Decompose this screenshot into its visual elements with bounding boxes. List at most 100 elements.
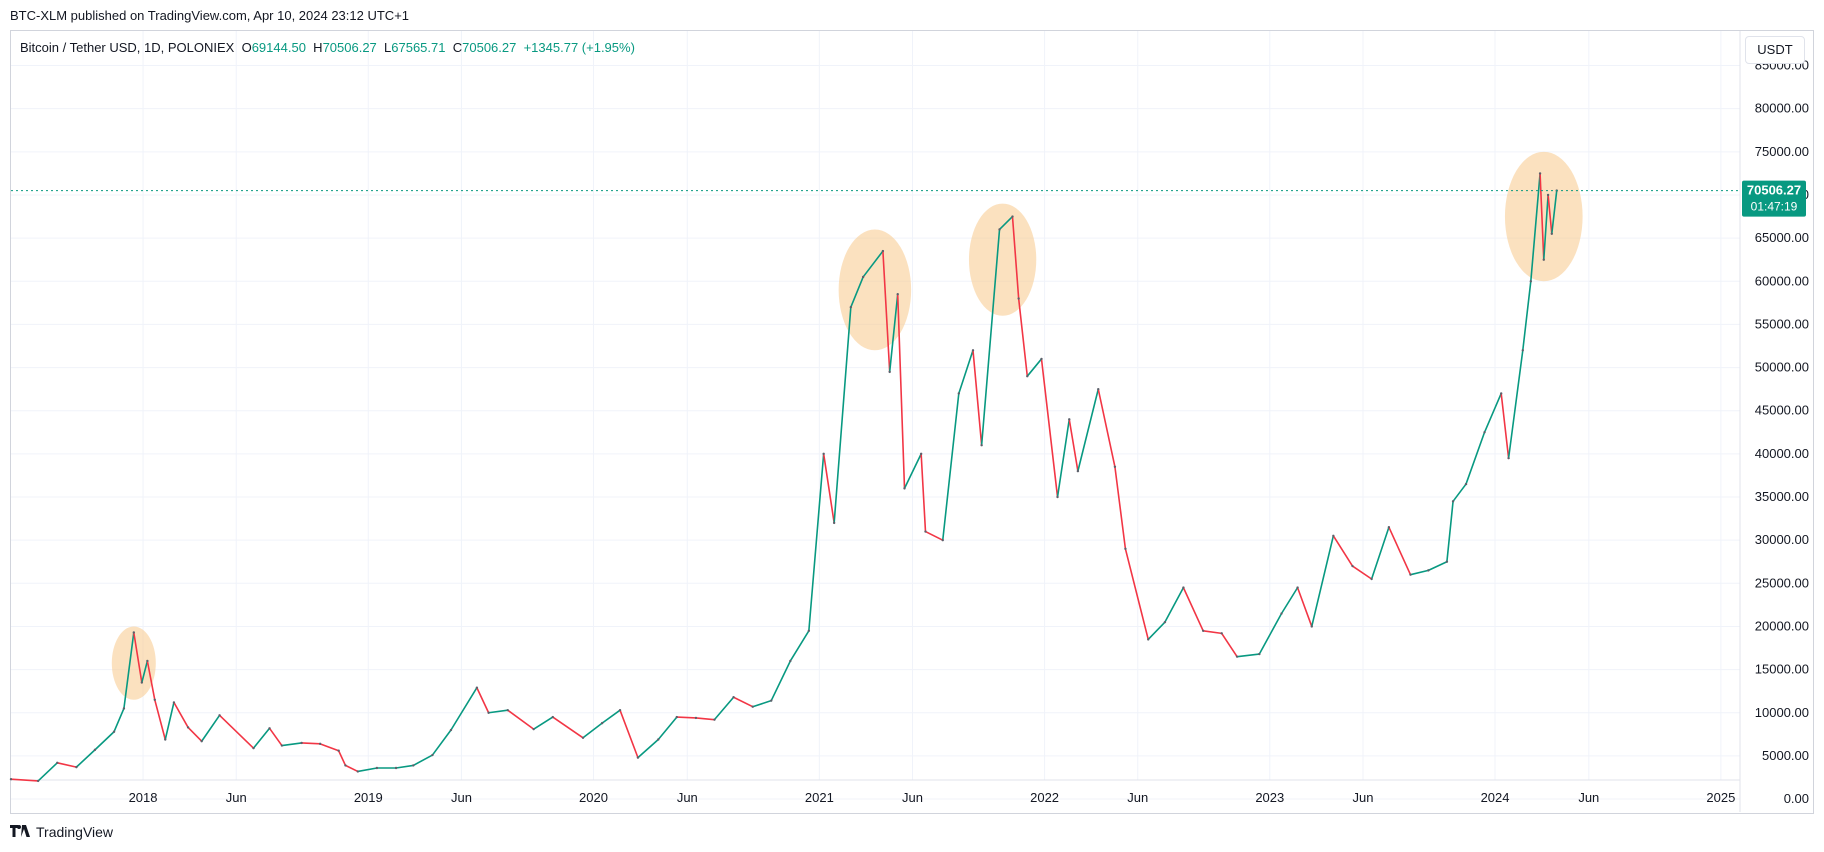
price-segment [281, 742, 303, 747]
price-point [36, 779, 40, 783]
price-segment [268, 727, 283, 747]
y-tick-label: 65000.00 [1755, 230, 1809, 245]
low-label: L [384, 40, 392, 55]
price-segment [582, 722, 603, 739]
price-point [318, 742, 322, 746]
price-point [172, 701, 176, 704]
price-point [1113, 465, 1117, 469]
price-segment [431, 729, 452, 756]
price-point [200, 740, 203, 743]
price-segment [1550, 189, 1558, 235]
price-point [252, 746, 255, 750]
price-segment [395, 764, 415, 769]
price-point [75, 765, 78, 769]
price-segment [319, 743, 340, 752]
price-point [1550, 232, 1553, 236]
price-segment [1202, 629, 1223, 635]
price-point [449, 728, 453, 732]
price-segment [619, 709, 639, 759]
open-value: 69144.50 [251, 40, 306, 55]
price-point [268, 727, 271, 730]
price-point [1507, 456, 1510, 460]
price-segment [1068, 418, 1079, 472]
price-point [1370, 577, 1373, 581]
price-segment [1011, 215, 1020, 300]
ohlc-legend: Bitcoin / Tether USD, 1D, POLONIEX O6914… [20, 40, 635, 55]
price-segment [732, 696, 754, 708]
price-point [412, 764, 415, 767]
price-point [618, 708, 622, 712]
high-label: H [313, 40, 323, 55]
symbol-label[interactable]: Bitcoin / Tether USD, 1D, POLONIEX [20, 40, 235, 55]
price-segment [37, 762, 59, 782]
price-segment [1182, 586, 1204, 632]
price-segment [1530, 172, 1541, 283]
price-point [888, 370, 891, 374]
price-point [694, 716, 698, 720]
price-segment [998, 215, 1014, 231]
y-tick-label: 80000.00 [1755, 101, 1809, 116]
footer-brand[interactable]: TradingView [36, 824, 114, 840]
price-segment [94, 730, 115, 751]
price-segment [903, 453, 922, 490]
price-segment [1114, 466, 1127, 550]
price-point [1529, 280, 1533, 283]
footer: TradingView [10, 824, 113, 840]
price-segment [1465, 431, 1486, 485]
price-segment [888, 293, 899, 373]
price-point [532, 727, 535, 731]
x-tick-label: 2022 [1030, 790, 1059, 805]
price-point [93, 748, 97, 752]
price-segment [344, 764, 359, 773]
price-point [164, 738, 167, 741]
price-segment [1026, 358, 1043, 377]
high-value: 70506.27 [322, 40, 377, 55]
price-segment [1164, 586, 1185, 623]
peak-highlight-ellipse [111, 626, 156, 700]
open-label: O [241, 40, 252, 55]
price-point [1201, 629, 1205, 632]
price-segment [958, 349, 974, 395]
price-segment [920, 453, 927, 533]
price-segment [1500, 392, 1510, 459]
price-segment [153, 699, 167, 741]
price-segment [200, 714, 221, 743]
price-segment [75, 749, 96, 768]
price-point [1499, 392, 1503, 395]
price-segment [882, 250, 891, 373]
price-point [924, 530, 927, 533]
peak-highlight-ellipse [968, 203, 1037, 316]
y-tick-label: 20000.00 [1755, 618, 1809, 633]
y-tick-label: 5000.00 [1762, 748, 1809, 763]
price-segment [980, 228, 1001, 447]
price-point [1163, 620, 1167, 624]
price-point [581, 736, 585, 739]
price-point [1097, 387, 1100, 391]
price-point [1351, 564, 1354, 568]
price-segment [1124, 547, 1150, 641]
price-segment [532, 716, 554, 730]
price-segment [1280, 586, 1299, 615]
currency-button[interactable]: USDT [1745, 36, 1805, 64]
price-segment [637, 738, 660, 759]
price-point [153, 698, 156, 702]
price-point [394, 766, 398, 770]
price-point [919, 452, 923, 456]
price-point [506, 708, 509, 712]
price-point [1542, 258, 1545, 261]
price-segment [252, 727, 271, 749]
price-point [832, 521, 836, 525]
price-point [1538, 172, 1542, 175]
price-point [822, 452, 825, 456]
price-point [56, 761, 59, 765]
x-tick-label: Jun [1352, 790, 1373, 805]
price-point [1451, 500, 1455, 503]
price-point [636, 756, 640, 759]
change-value: +1345.77 (+1.95%) [523, 40, 635, 55]
price-point [1182, 586, 1185, 589]
price-segment [676, 716, 697, 719]
price-point [861, 275, 865, 279]
price-point [122, 707, 126, 710]
peak-highlight-ellipse [838, 229, 912, 351]
